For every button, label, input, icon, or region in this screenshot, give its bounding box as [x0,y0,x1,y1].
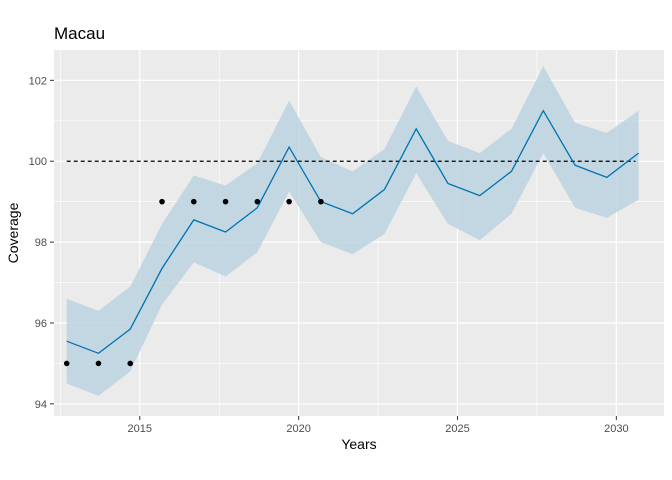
observed-point [127,360,134,367]
observed-point [318,198,324,205]
confidence-band [66,66,639,396]
forecast-line [66,109,639,355]
observed-point [254,198,261,205]
observed-point [222,198,229,205]
x-tick-label: 2020 [286,423,310,435]
y-tick-label: 96 [35,318,47,330]
x-tick-label: 2015 [128,423,152,435]
observed-point [286,198,292,205]
observed-point [63,360,70,367]
x-axis-ticks: 2015 2020 2025 2030 [128,416,629,435]
x-tick-label: 2030 [604,423,628,435]
y-tick-label: 102 [29,75,47,87]
y-axis-label: Coverage [5,202,21,263]
y-tick-label: 94 [35,399,47,411]
y-tick-label: 98 [35,237,47,249]
observed-point [159,198,165,205]
x-axis-label: Years [341,436,376,452]
observed-point [190,198,197,205]
observed-point [95,360,102,367]
x-tick-label: 2025 [445,423,469,435]
y-tick-label: 100 [29,156,47,168]
y-axis-ticks: 94 96 98 100 102 [29,75,54,411]
chart-title: Macau [54,24,105,43]
observed-points [63,198,324,367]
